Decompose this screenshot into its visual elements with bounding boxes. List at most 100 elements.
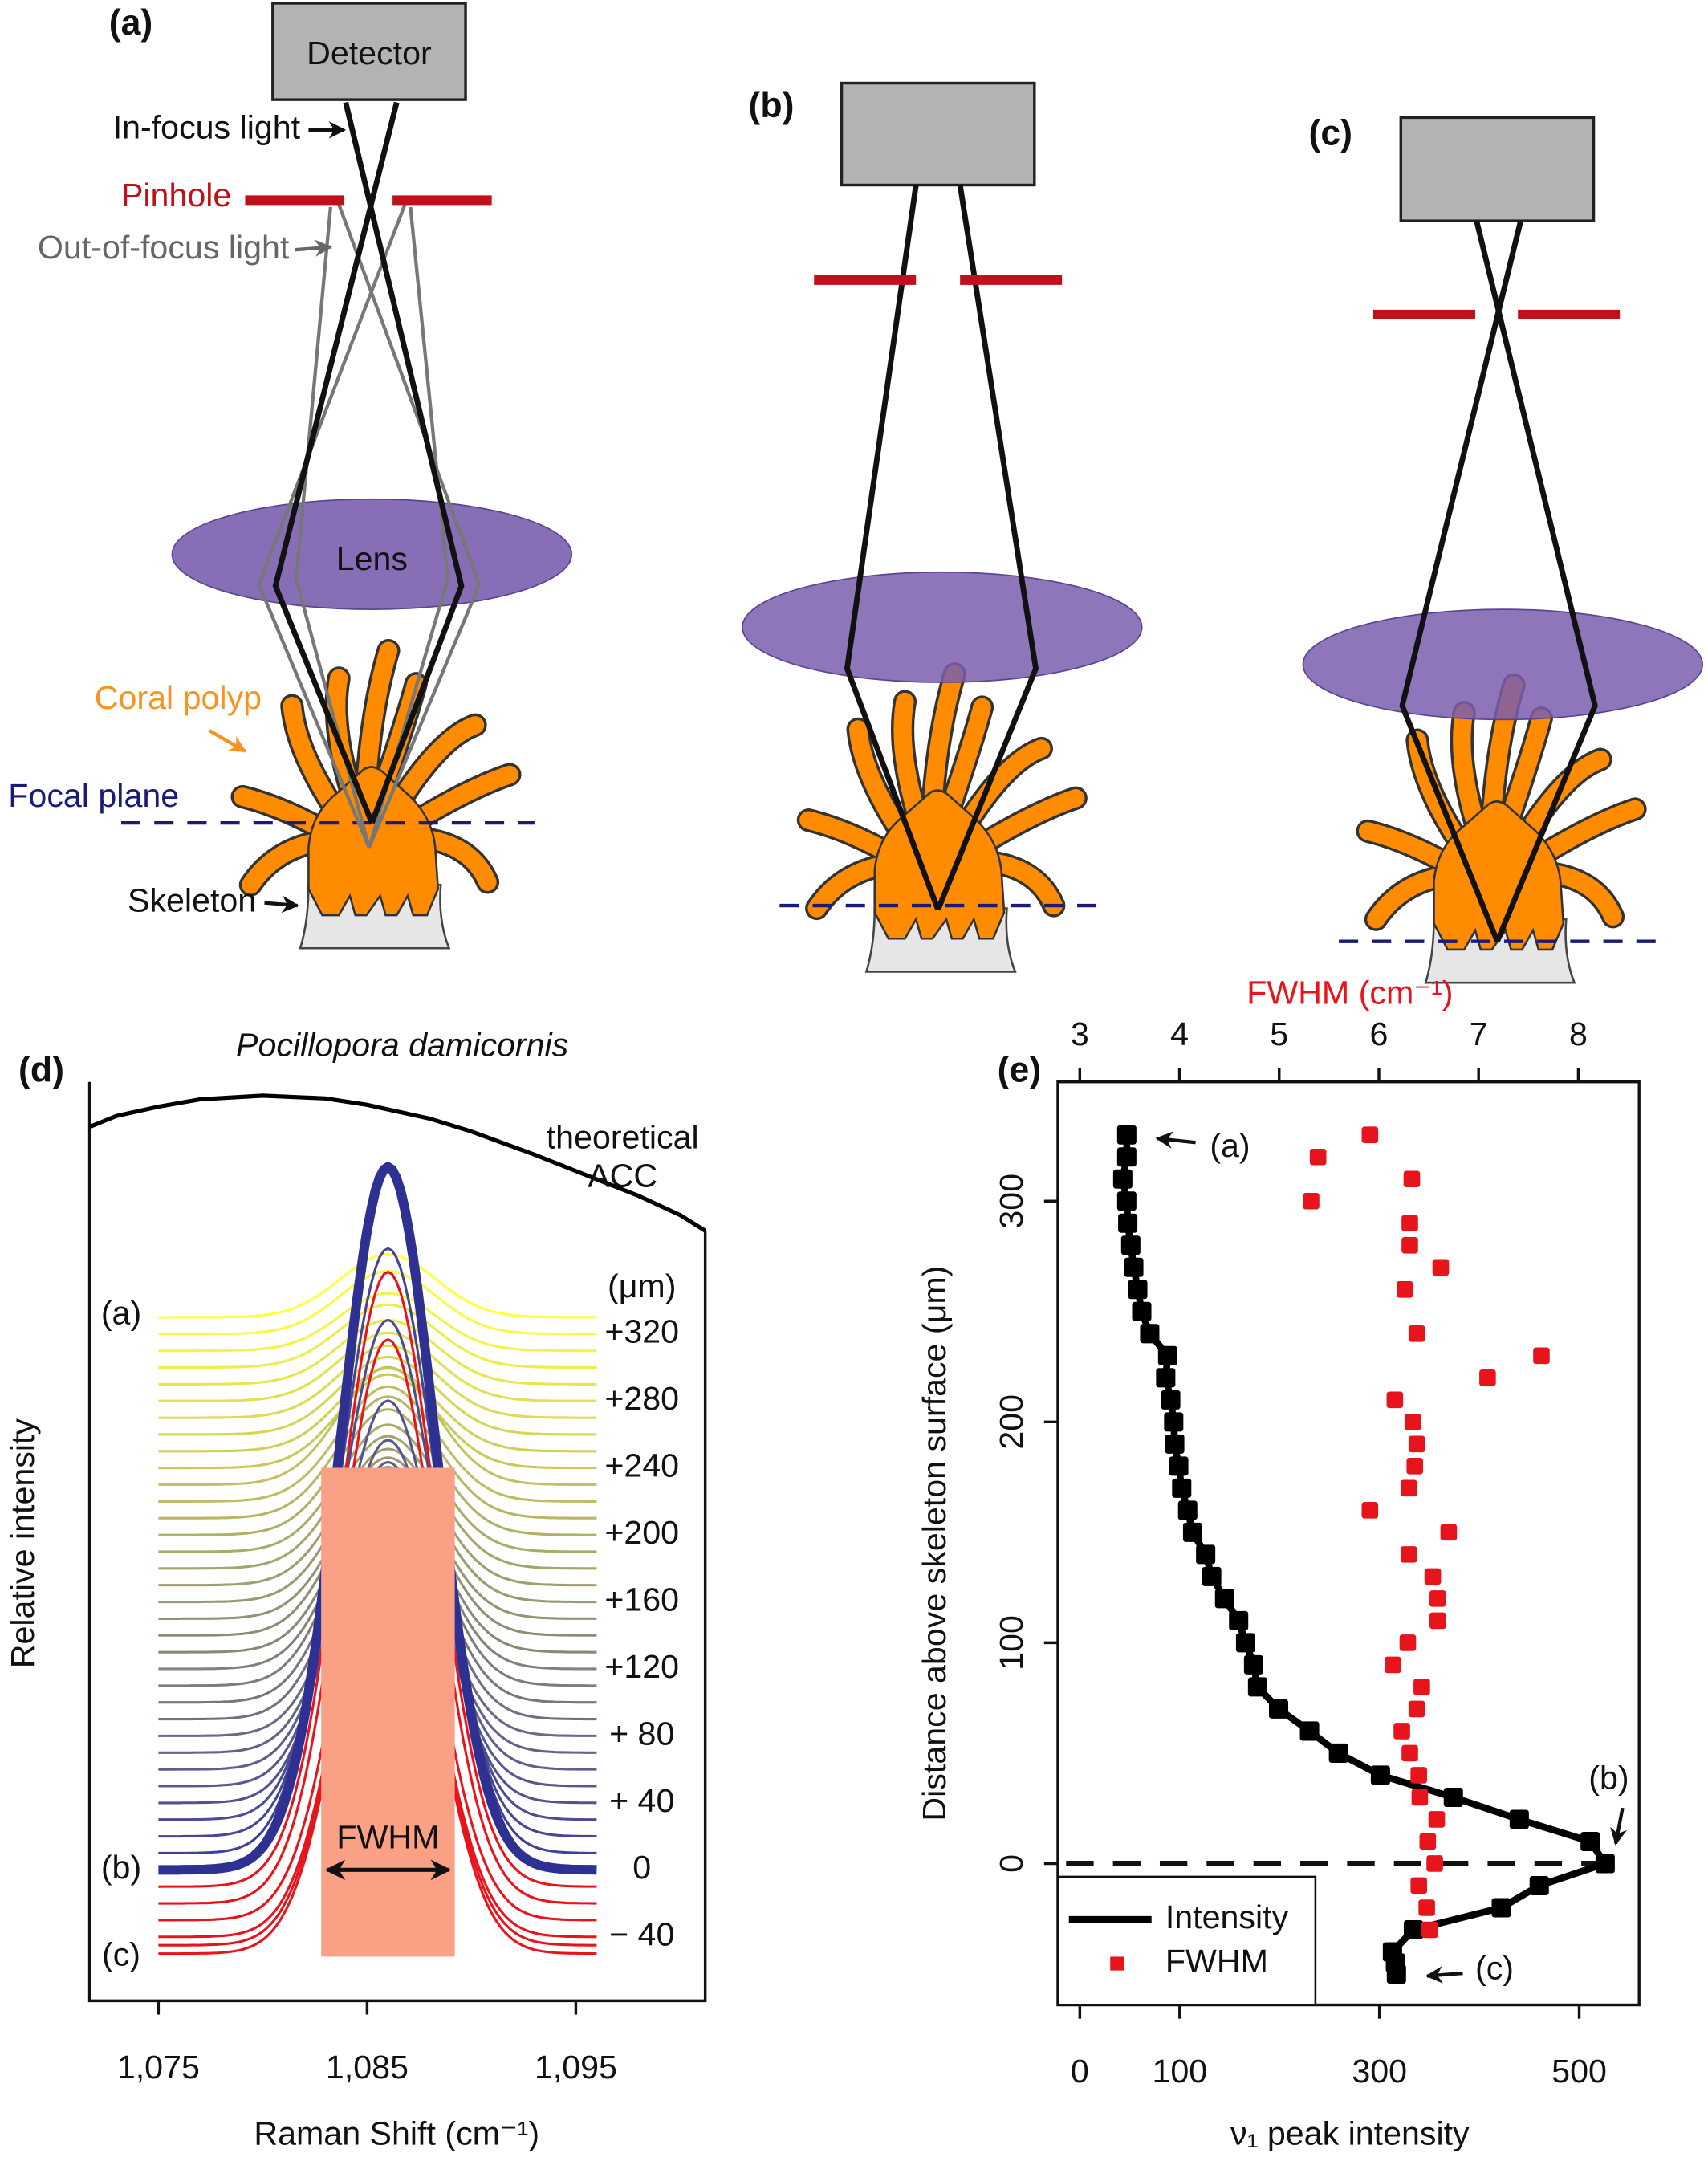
intensity-point: [1202, 1566, 1222, 1586]
spectrum: [158, 1399, 597, 1805]
fwhm-point: [1408, 1700, 1425, 1718]
pinhole-label: Pinhole: [121, 177, 231, 214]
x-tick-label: 500: [1551, 2053, 1607, 2090]
fwhm-point: [1393, 1723, 1410, 1740]
intensity-point: [1386, 1964, 1406, 1984]
fwhm-point: [1401, 1215, 1418, 1232]
annotation: (c): [1475, 1949, 1514, 1986]
fwhm-point: [1429, 1612, 1446, 1630]
intensity-point: [1169, 1456, 1189, 1476]
panel-label: (e): [998, 1050, 1042, 1089]
intensity-point: [1235, 1633, 1255, 1653]
intensity-point: [1229, 1610, 1249, 1630]
fwhm-point: [1429, 1590, 1446, 1607]
panel-label: (d): [18, 1050, 64, 1089]
intensity-point: [1165, 1434, 1185, 1454]
arrow: [295, 239, 333, 257]
spectrum: [158, 1247, 597, 1838]
fwhm-point: [1428, 1811, 1446, 1828]
y-tick-label: 0: [993, 1854, 1030, 1873]
intensity-point: [1120, 1235, 1141, 1255]
spectrum: [158, 1270, 597, 1888]
legend-label: FWHM: [1165, 1943, 1268, 1980]
intensity-point: [1116, 1147, 1137, 1167]
fwhm-point: [1440, 1524, 1458, 1541]
y-tick-label: 100: [993, 1615, 1030, 1671]
intensity-point: [1164, 1412, 1184, 1432]
in-focus-label: In-focus light: [113, 109, 301, 146]
depth-label: +200: [604, 1514, 679, 1551]
spectrum: [158, 1423, 597, 1553]
x-tick-label: 1,075: [117, 2049, 200, 2086]
plot-frame: [1056, 1080, 1641, 2007]
intensity-point: [1112, 1169, 1133, 1189]
x-tick-label: 100: [1152, 2053, 1207, 2090]
fwhm-point: [1408, 1435, 1425, 1453]
depth-label: +320: [604, 1313, 679, 1350]
depth-label: − 40: [609, 1916, 674, 1953]
fwhm-point: [1410, 1767, 1427, 1784]
intensity-point: [1509, 1809, 1529, 1829]
panel-label: (c): [1309, 114, 1353, 153]
intensity-line: [1119, 1134, 1611, 1975]
fwhm-point: [1411, 1789, 1429, 1806]
intensity-point: [1140, 1324, 1160, 1344]
spectrum: [158, 1385, 597, 1503]
intensity-point: [1161, 1390, 1181, 1410]
curve-label: (c): [102, 1936, 140, 1973]
spectrum: [158, 1365, 597, 1487]
fwhm-point: [1403, 1170, 1421, 1188]
annotation-arrow: [1610, 1807, 1628, 1846]
fwhm-point: [1408, 1325, 1425, 1342]
fwhm-point: [1401, 1744, 1418, 1762]
intensity-point: [1403, 1919, 1423, 1940]
spectrum: [158, 1435, 597, 1570]
intensity-point: [1491, 1898, 1511, 1918]
intensity-point: [1116, 1191, 1137, 1211]
x2-tick-label: 8: [1569, 1015, 1588, 1052]
intensity-point: [1328, 1743, 1348, 1763]
depth-label: +160: [604, 1581, 679, 1618]
intensity-point: [1299, 1721, 1320, 1741]
fwhm-point: [1419, 1833, 1437, 1850]
intensity-point: [1118, 1213, 1138, 1233]
intensity-point: [1370, 1765, 1390, 1785]
detector: [1399, 116, 1596, 222]
intensity-point: [1172, 1478, 1192, 1498]
annotation: (a): [1210, 1127, 1250, 1164]
intensity-point: [1157, 1345, 1177, 1365]
x2-tick-label: 3: [1071, 1015, 1089, 1052]
unit-label: (μm): [608, 1268, 676, 1304]
intensity-point: [1595, 1854, 1615, 1874]
intensity-point: [1156, 1368, 1176, 1388]
fwhm-point: [1400, 1479, 1417, 1497]
spectrum: [158, 1337, 597, 1905]
reference-curve: [88, 1093, 707, 1233]
x-tick-label: 1,085: [326, 2049, 409, 2086]
skeleton-label: Skeleton: [128, 881, 256, 918]
spectrum: [158, 1456, 597, 1604]
annotation-arrow: [1425, 1966, 1463, 1984]
panel-label: (b): [749, 86, 795, 125]
lens: [742, 571, 1143, 683]
y-tick-label: 200: [993, 1394, 1030, 1450]
x2-tick-label: 4: [1170, 1015, 1189, 1052]
annotation: theoretical: [547, 1119, 699, 1156]
focal-plane-label: Focal plane: [8, 777, 179, 814]
y-axis-label: Distance above skeleton surface (μm): [916, 1266, 953, 1821]
in-focus-rays: [844, 184, 1039, 911]
fwhm-point: [1421, 1921, 1438, 1939]
spectrum: [158, 1292, 597, 1353]
intensity-point: [1529, 1875, 1549, 1895]
intensity-point: [1214, 1589, 1234, 1609]
fwhm-point: [1396, 1280, 1413, 1298]
lens: [171, 498, 573, 610]
fwhm-point: [1404, 1414, 1421, 1430]
spectrum: [158, 1253, 597, 1319]
x2-tick-label: 5: [1270, 1015, 1288, 1052]
intensity-point: [1243, 1654, 1263, 1675]
fwhm-point: [1424, 1568, 1442, 1585]
legend-label: Intensity: [1165, 1899, 1289, 1935]
